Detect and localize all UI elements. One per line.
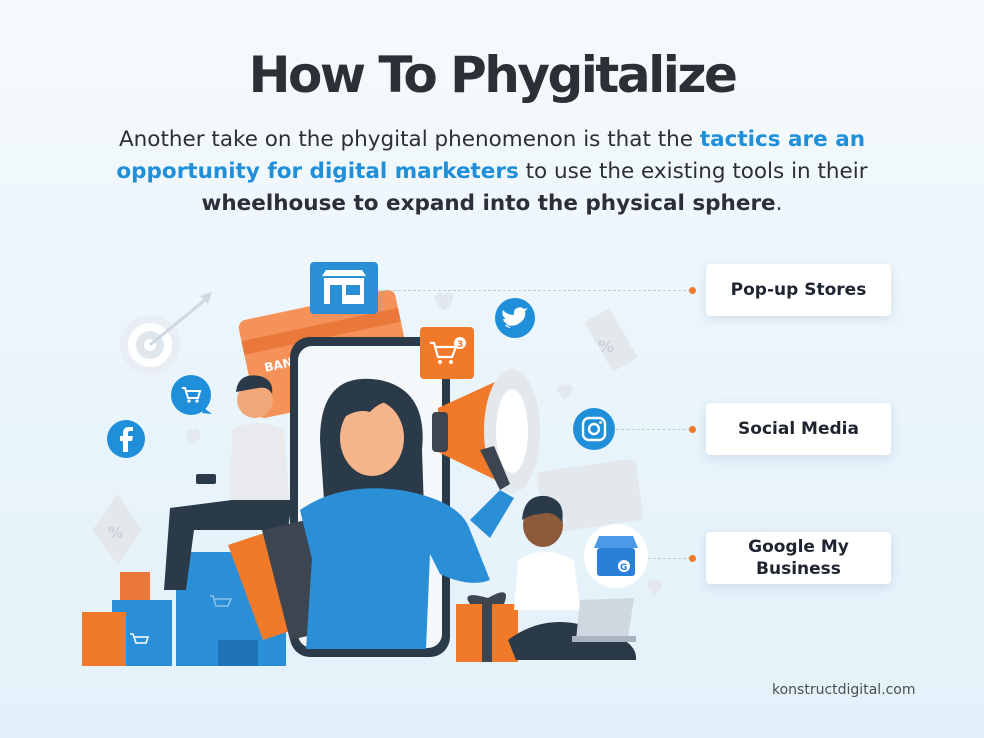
intro-highlight-bold: wheelhouse to expand into the physical s… [201, 191, 776, 216]
instagram-icon [573, 408, 615, 450]
woman-with-laptop [508, 495, 637, 660]
heart-icon [557, 384, 573, 400]
twitter-icon [495, 298, 535, 338]
connector-line-3 [648, 558, 691, 559]
tag-google-my-business: Google My Business [706, 532, 891, 584]
storefront-icon [310, 262, 378, 314]
woman-with-megaphone [300, 378, 516, 649]
svg-text:G: G [620, 563, 627, 573]
intro-text-1: Another take on the phygital phenomenon … [118, 127, 700, 152]
connector-dot-3 [689, 555, 696, 562]
man-with-phone [164, 375, 292, 590]
page-title: How To Phygitalize [248, 46, 738, 104]
intro-text-3: . [775, 191, 783, 216]
facebook-icon [107, 420, 145, 458]
footer-website: konstructdigital.com [772, 682, 916, 698]
connector-dot-2 [689, 426, 696, 433]
connector-dot-1 [689, 287, 696, 294]
cart-badge-count: 3 [457, 340, 463, 350]
price-tag-icon-right: % [584, 307, 638, 372]
connector-line-1 [378, 290, 691, 291]
intro-highlight-blue: tactics are an opportunity for digital m… [116, 127, 866, 184]
tag-label: Pop-up Stores [730, 280, 867, 300]
heart-icon [185, 429, 201, 445]
percent-symbol-left: % [108, 524, 123, 542]
heart-icon [435, 292, 453, 311]
heart-icon [647, 579, 663, 595]
megaphone-icon [432, 369, 540, 493]
price-tag-icon-left: % [92, 494, 142, 566]
tag-social-media: Social Media [706, 403, 891, 455]
percent-symbol-right: % [598, 337, 614, 356]
gift-box-right [456, 592, 518, 662]
cart-notification-icon: 3 [420, 327, 474, 379]
intro-text-2: to use the existing tools in their [518, 159, 868, 184]
chat-cart-icon [171, 375, 212, 415]
tag-pop-up-stores: Pop-up Stores [706, 264, 891, 316]
tag-label: Google My Business [748, 537, 849, 579]
google-my-business-icon: G [584, 524, 648, 588]
connector-line-2 [616, 429, 691, 430]
intro-paragraph: Another take on the phygital phenomenon … [82, 124, 902, 220]
tag-label: Social Media [738, 419, 859, 439]
